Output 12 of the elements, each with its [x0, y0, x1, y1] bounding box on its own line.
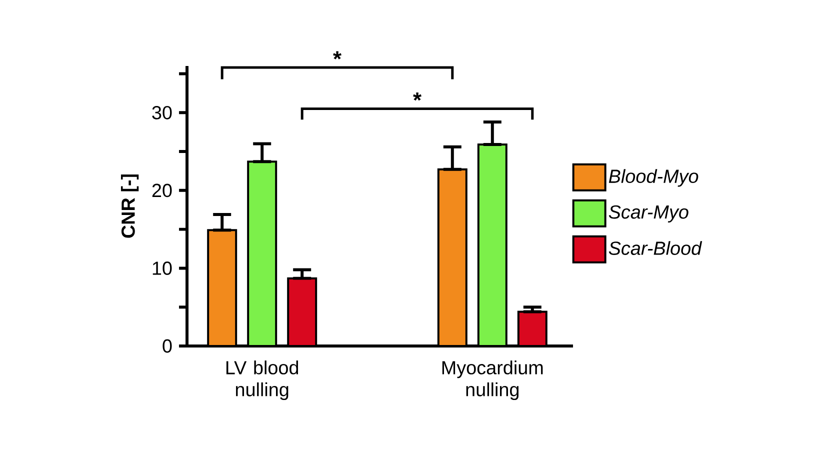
- x-tick-label: LV blood nulling: [226, 360, 298, 400]
- legend-label: Blood-Myo: [608, 169, 698, 187]
- legend-label: Scar-Blood: [608, 241, 702, 255]
- legend-label: Scar-Myo: [608, 205, 688, 222]
- y-axis-title: CNR [-]: [120, 174, 139, 238]
- annotation: *: [413, 92, 422, 101]
- y-tick-label: 10: [152, 262, 172, 275]
- text: *: [333, 51, 342, 60]
- x-tick-label: Myocardium nulling: [442, 360, 543, 400]
- y-tick-label: 0: [162, 339, 172, 353]
- y-tick-label: 30: [152, 106, 172, 120]
- y-tick-label: 20: [152, 184, 172, 198]
